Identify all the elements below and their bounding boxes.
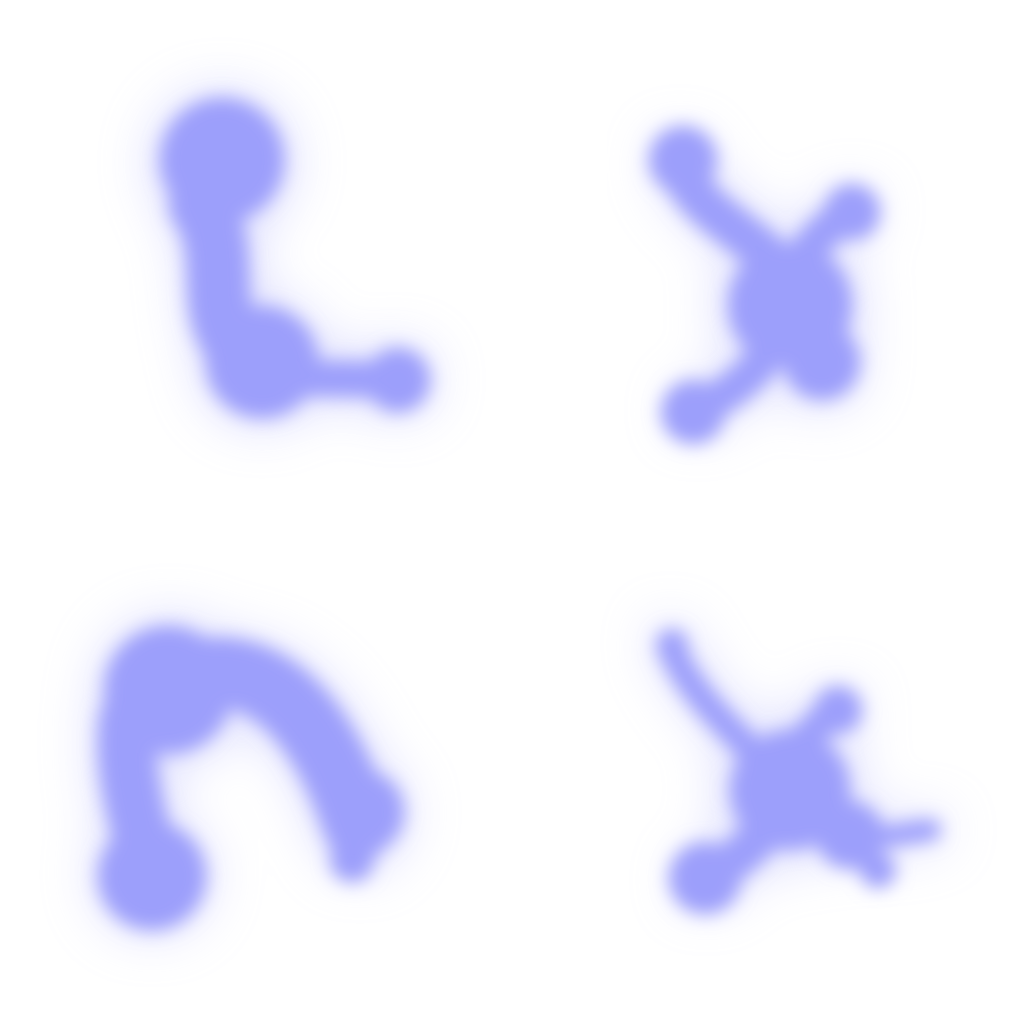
blob-top-left <box>152 92 433 424</box>
blob-bottom-right <box>652 622 947 914</box>
blob-top-right <box>649 126 880 444</box>
blob-bottom-left <box>94 618 408 933</box>
